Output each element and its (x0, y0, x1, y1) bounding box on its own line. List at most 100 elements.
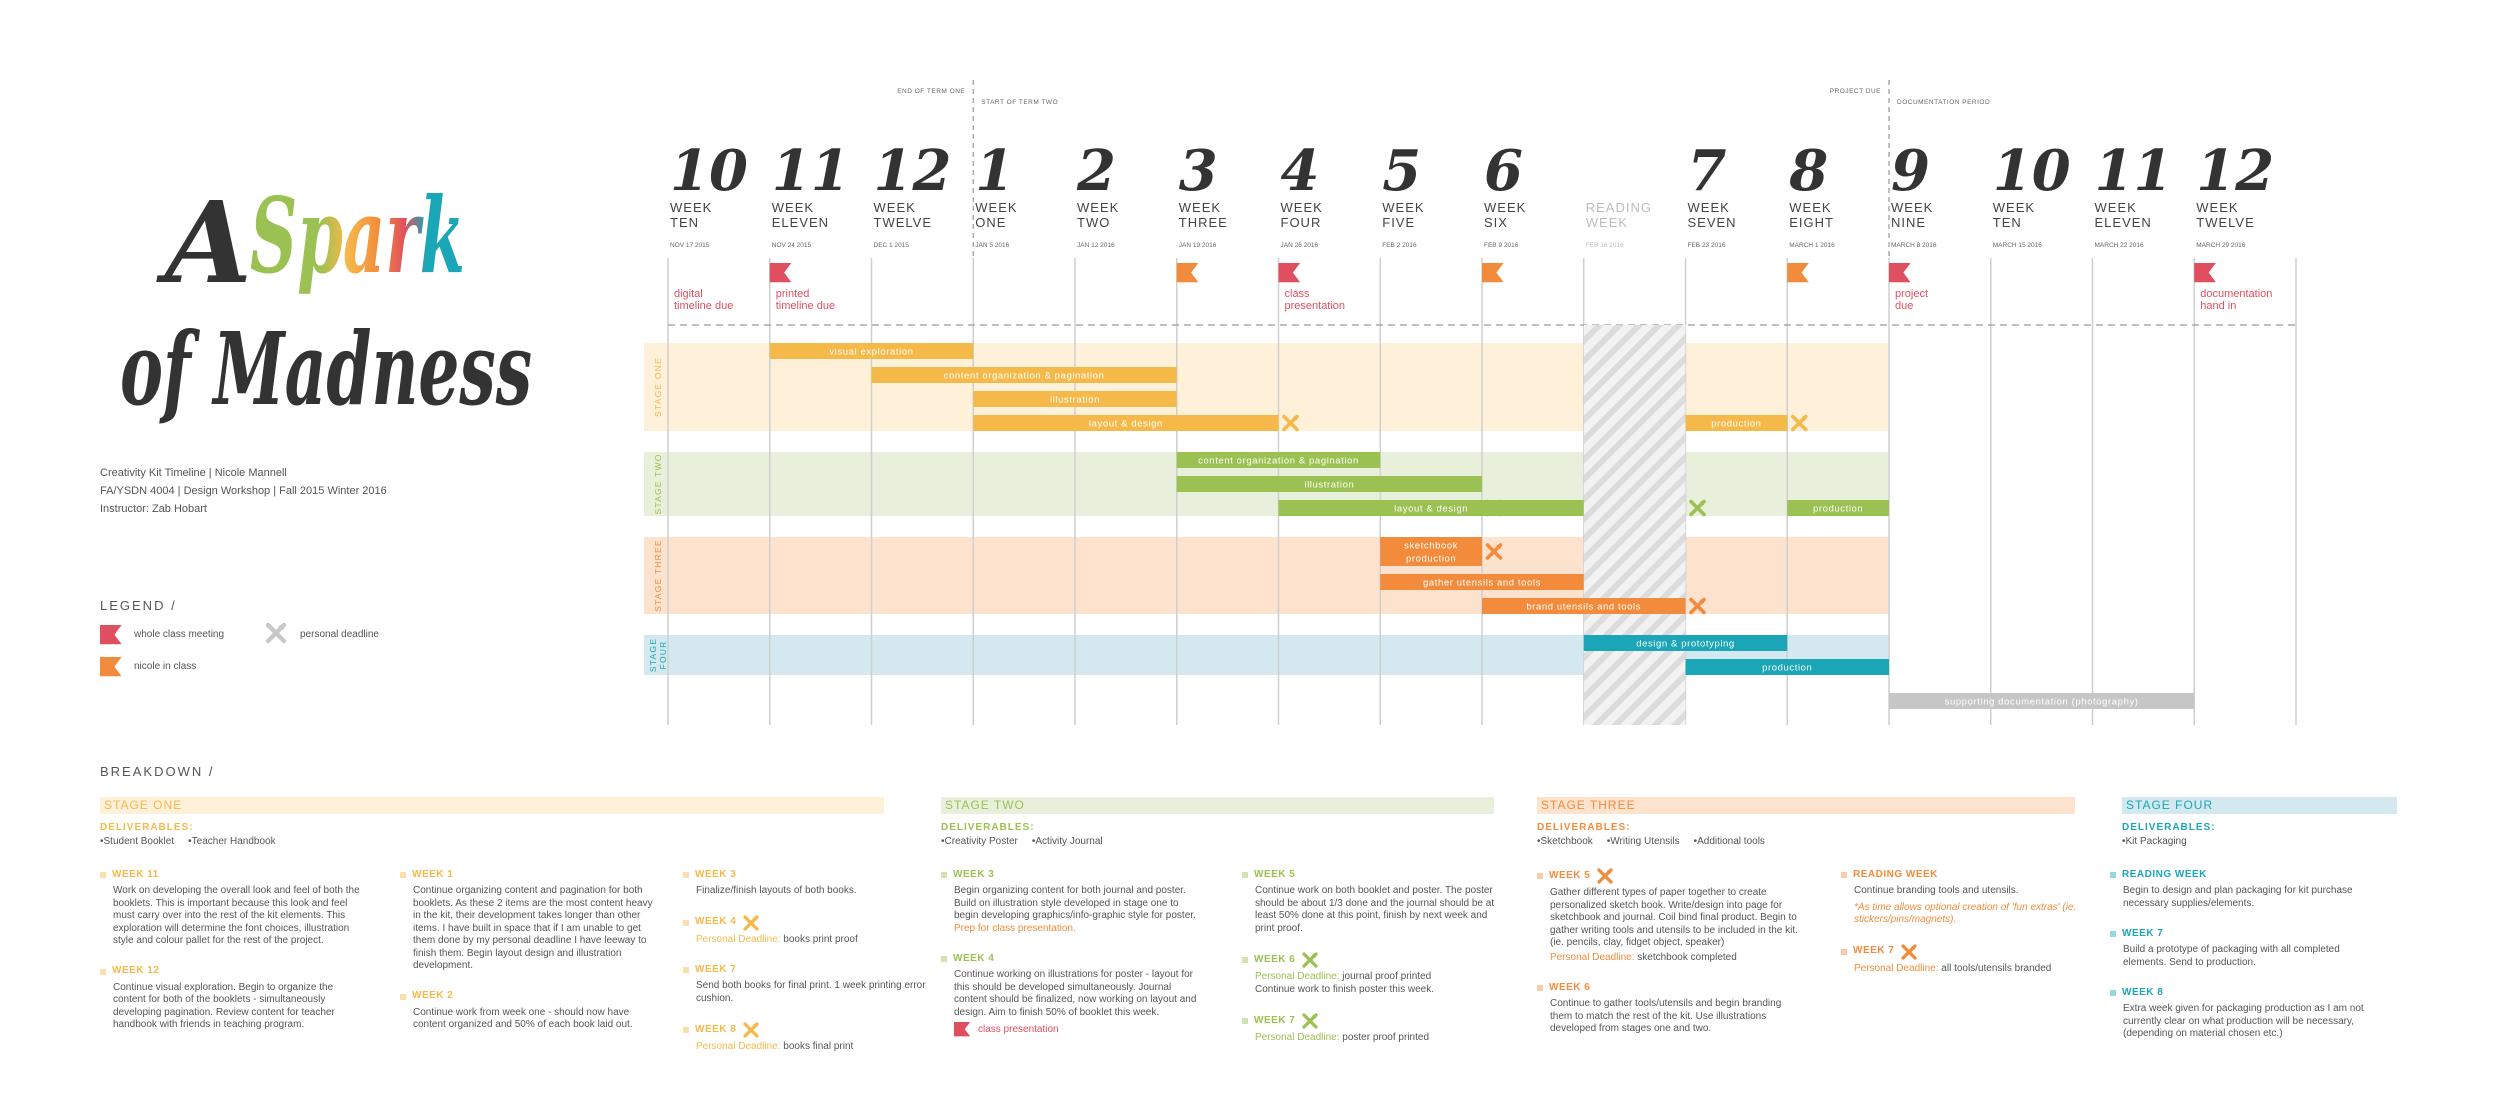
bullet (2110, 872, 2116, 878)
body-text: Extra week given for packaging productio… (2123, 1003, 2364, 1039)
bullet (400, 872, 406, 878)
deadline-text: journal proof printed (1342, 971, 1432, 982)
deliverables-list: Creativity Poster Activity Journal (941, 836, 1117, 847)
deliverables-list: Student Booklet Teacher Handbook (100, 836, 290, 847)
entry: WEEK 4 Continue working on illustrations … (941, 952, 1203, 1038)
entry-body: Continue work on both booklet and poster… (1242, 885, 1504, 935)
deliverable: Student Booklet (100, 836, 174, 847)
week-date: JAN 12 2016 (1077, 242, 1115, 249)
week-number: 2 (1076, 138, 1116, 204)
body-text: Continue branding tools and utensils. (1854, 885, 2019, 896)
week-name: WEEK NINE (1891, 200, 1933, 230)
week-name-line: FIVE (1382, 215, 1415, 230)
flag (769, 263, 792, 283)
task-bar (1380, 537, 1482, 566)
task-label: visual exploration (829, 347, 913, 358)
body-text: Continue work from week one - should now… (413, 1006, 633, 1031)
deadline-label: Personal Deadline: (696, 1041, 781, 1052)
week-label: WEEK 6 (1254, 953, 1296, 965)
task-bar (1380, 574, 1584, 590)
entry-deadline: Personal Deadline: sketchbook completed (1537, 952, 1799, 965)
entry-deadline: Personal Deadline: books final print (683, 1041, 945, 1054)
personal-deadline-icon (265, 622, 287, 644)
task-label-line: illustration (1304, 480, 1354, 491)
deliverable: Additional tools (1694, 836, 1765, 847)
bullet (100, 968, 106, 975)
bullet (683, 967, 689, 973)
task-label: sketchbook production (1404, 541, 1458, 565)
task-label: design & prototyping (1636, 639, 1735, 650)
task-label-line: brand utensils and tools (1526, 602, 1641, 613)
week-date: FEB 23 2016 (1688, 242, 1726, 249)
task-label-line: illustration (1050, 395, 1100, 406)
entry-heading: READING WEEK (1841, 868, 2103, 882)
task-bar (1482, 598, 1686, 614)
deliverable: Activity Journal (1032, 836, 1103, 847)
deadline-label: Personal Deadline: (1550, 951, 1635, 963)
entry: WEEK 11 Work on developing the overall lo… (100, 868, 362, 948)
task-label: production (1813, 504, 1863, 515)
entry: WEEK 7 Send both books for final print. 1… (683, 963, 945, 1005)
entry-body: Continue visual exploration. Begin to or… (100, 982, 362, 1032)
deliverables-label: DELIVERABLES: (2122, 822, 2216, 833)
task-label: brand utensils and tools (1526, 602, 1641, 613)
entry-heading: WEEK 6 (1537, 981, 1799, 995)
icon (743, 1022, 759, 1038)
entry-deadline: Personal Deadline: books print proof (683, 934, 945, 947)
task-label: illustration (1304, 480, 1354, 491)
task-label-line: content organization & pagination (944, 371, 1105, 382)
bullet (1841, 948, 1847, 955)
week-number: 11 (772, 138, 850, 204)
task-bar (1889, 693, 2195, 709)
bullet (1537, 873, 1543, 879)
week-name: WEEK FIVE (1382, 200, 1424, 230)
entry-body: Continue branding tools and utensils. (1841, 885, 2103, 898)
deliverables-label: DELIVERABLES: (1537, 822, 1631, 833)
week-label: WEEK 7 (1254, 1014, 1296, 1026)
task-bar (769, 343, 974, 359)
stage-label-line: STAGE THREE (653, 539, 663, 611)
week-name-line: SIX (1484, 215, 1508, 230)
entry: WEEK 12 Continue visual exploration. Begi… (100, 965, 362, 1032)
body-text: Continue work on both booklet and poster… (1255, 885, 1495, 934)
week-name-line: WEEK (1281, 200, 1323, 215)
week-name-line: TEN (1993, 215, 2022, 230)
task-label: production (1762, 663, 1812, 674)
week-date: DEC 1 2015 (874, 242, 910, 249)
bullet (2110, 990, 2116, 996)
week-name-line: THREE (1179, 215, 1228, 230)
deadline-text: poster proof printed (1342, 1032, 1429, 1043)
week-label: WEEK 8 (2122, 986, 2164, 998)
week-name: WEEK TWELVE (874, 200, 933, 230)
bullet (1841, 872, 1847, 878)
week-name-line: WEEK (1077, 200, 1119, 215)
week-label: WEEK 6 (1549, 981, 1591, 993)
stage-label-line: STAGE (648, 638, 658, 672)
personal-deadline-icon (1485, 543, 1503, 560)
entry-deadline: Personal Deadline: all tools/utensils br… (1841, 963, 2103, 976)
week-label: READING WEEK (1853, 868, 1938, 880)
stage-label: STAGE TWO (653, 453, 663, 514)
task-label-line: gather utensils and tools (1423, 578, 1541, 589)
bars: STAGE ONE visual exploration content organ… (648, 343, 2195, 709)
entry: WEEK 5 Gather different types of paper to… (1537, 868, 1799, 964)
entry: WEEK 3 Finalize/finish layouts of both bo… (683, 868, 945, 898)
task-label-line: production (1711, 419, 1761, 430)
week-name-line: WEEK (1891, 200, 1933, 215)
week-number: 6 (1484, 138, 1523, 204)
task-label-line: production (1406, 554, 1456, 565)
deliverable: Creativity Poster (941, 836, 1018, 847)
week-label: WEEK 3 (695, 868, 737, 880)
legend-label: nicole in class (134, 661, 196, 672)
body-text: Work on developing the overall look and … (113, 885, 360, 946)
personal-deadline-icon (1901, 943, 1917, 960)
week-date: NOV 24 2015 (772, 242, 812, 249)
week-number: 7 (1688, 138, 1727, 204)
body-text: Begin organizing content for both journa… (954, 885, 1196, 921)
flag (1176, 263, 1199, 283)
stage-header: STAGE THREE (1537, 797, 2075, 814)
entry-heading: WEEK 4 (683, 914, 945, 931)
icon-pin (753, 916, 758, 921)
bullet (1242, 1018, 1248, 1024)
entry-heading: WEEK 7 (1242, 1013, 1504, 1029)
